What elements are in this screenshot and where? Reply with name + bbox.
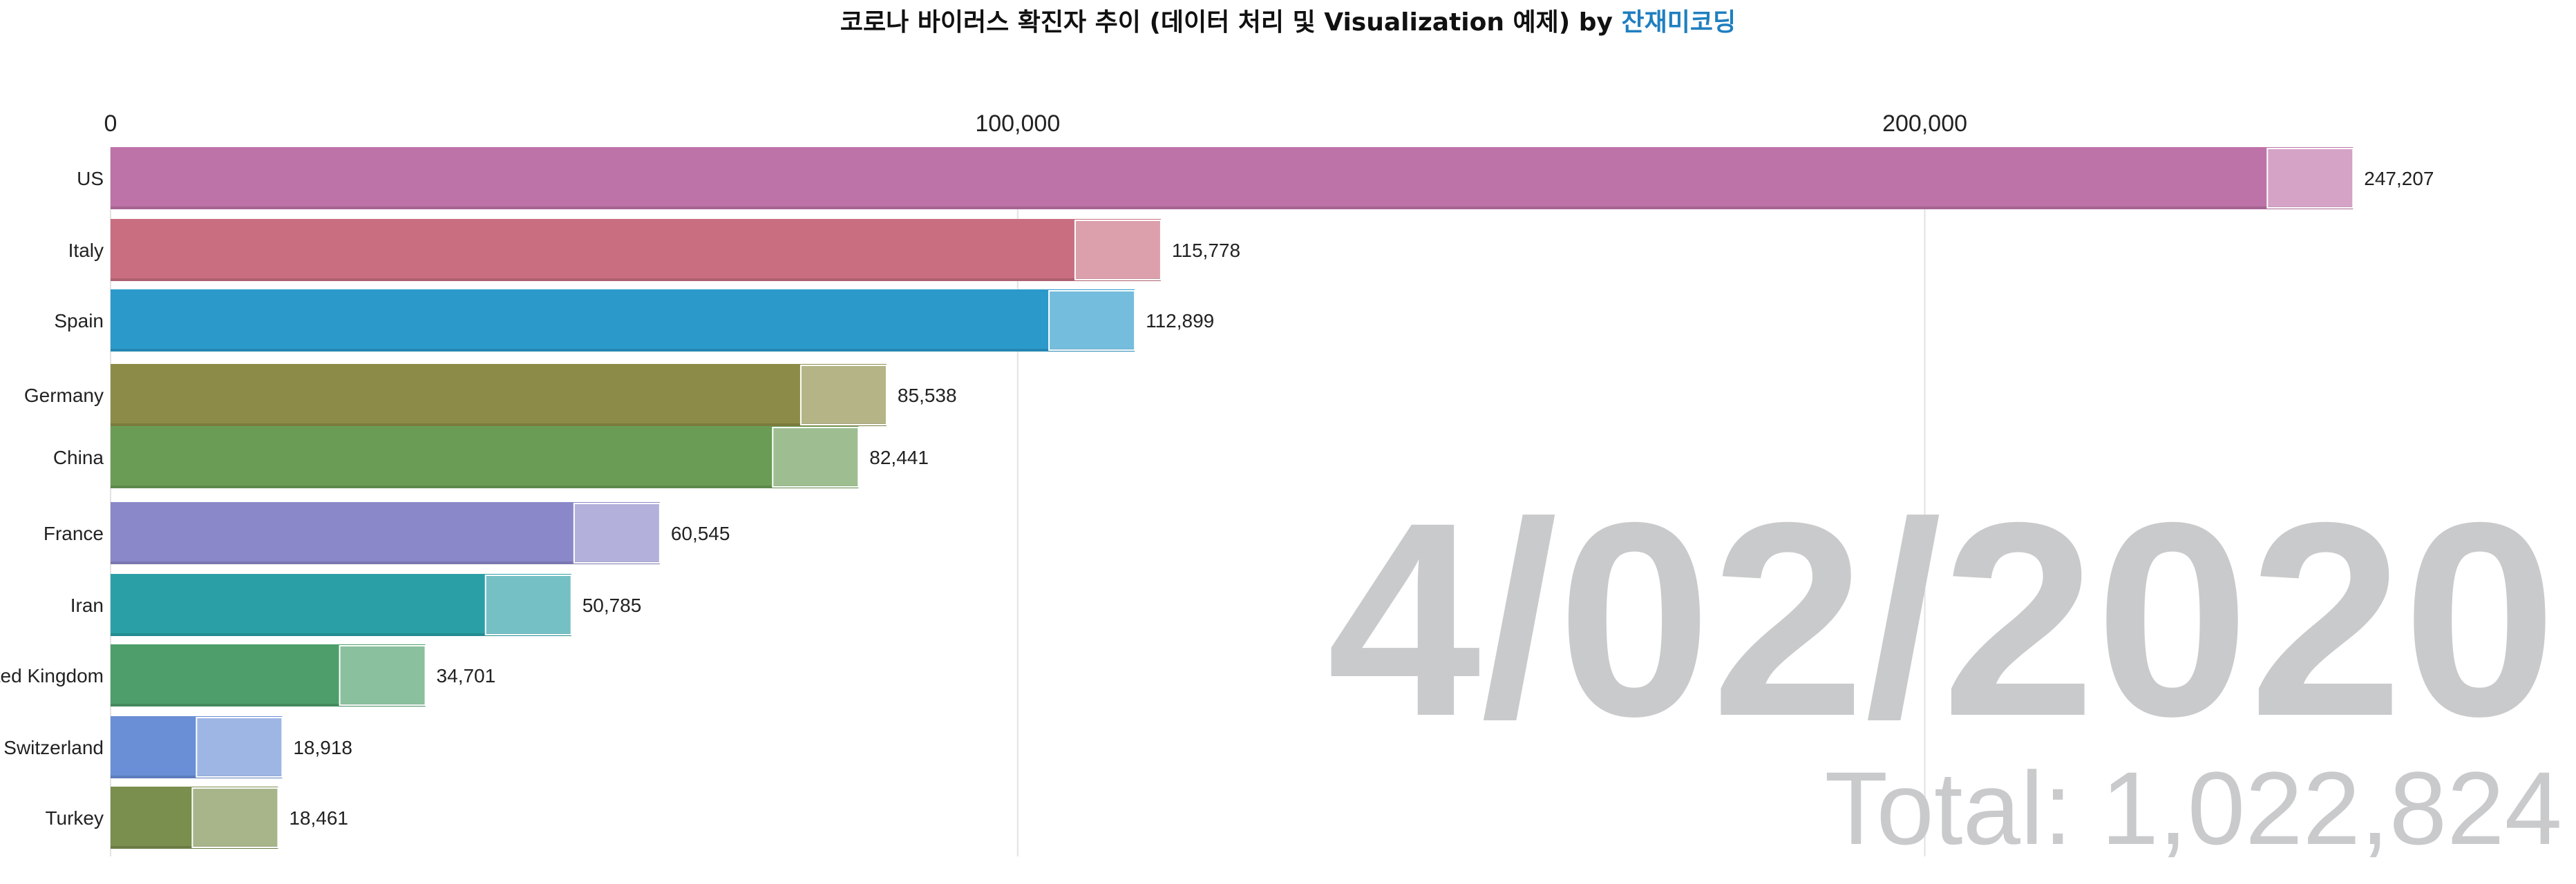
bar-shadow (111, 704, 426, 707)
bars: US 247,207 Italy 115,778 Spain 112,899 Germany… (0, 147, 2434, 849)
bar (111, 787, 278, 849)
bar (111, 219, 1161, 281)
bar-shadow (111, 561, 660, 564)
country-flag-icon (191, 787, 279, 848)
bar (111, 364, 887, 426)
bar (111, 289, 1135, 352)
bar (111, 426, 859, 488)
x-axis-ticks: 0 100,000 200,000 (104, 110, 1967, 137)
x-tick-label: 100,000 (975, 110, 1060, 137)
bar-group: Spain 112,899 (54, 289, 1214, 352)
chart-title-link[interactable]: 잔재미코딩 (1622, 8, 1736, 37)
category-label: US (77, 168, 104, 189)
value-label: 247,207 (2364, 168, 2434, 189)
bar (111, 502, 660, 564)
chart-title-main: 코로나 바이러스 확진자 추이 (데이터 처리 및 Visualization … (840, 8, 1622, 37)
date-label: 4/02/2020 (1327, 465, 2557, 774)
value-label: 82,441 (869, 447, 929, 468)
x-tick-label: 0 (104, 110, 117, 137)
country-flag-icon (2266, 148, 2354, 209)
category-label: Spain (54, 310, 104, 332)
category-label: Germany (24, 385, 104, 406)
x-tick-label: 200,000 (1882, 110, 1967, 137)
category-label: Switzerland (3, 737, 104, 758)
bar-group: Switzerland 18,918 (3, 716, 352, 778)
category-label: United Kingdom (0, 665, 104, 686)
country-flag-icon (484, 575, 572, 635)
bar-shadow (111, 206, 2354, 209)
value-label: 60,545 (671, 523, 730, 544)
country-flag-icon (1048, 290, 1136, 351)
value-label: 85,538 (898, 385, 957, 406)
bar-shadow (111, 349, 1135, 352)
value-label: 18,461 (289, 807, 348, 829)
category-label: Turkey (45, 807, 104, 829)
bar-group: France 60,545 (44, 502, 730, 564)
bar (111, 147, 2354, 209)
category-label: Italy (68, 240, 104, 261)
bar-shadow (111, 423, 887, 426)
value-label: 18,918 (293, 737, 352, 758)
bar-group: United Kingdom 34,701 (0, 644, 495, 707)
category-label: France (44, 523, 104, 544)
bar-group: Turkey 18,461 (45, 787, 348, 849)
bar (111, 644, 426, 707)
bar-group: US 247,207 (77, 147, 2434, 209)
country-flag-icon (1074, 220, 1162, 280)
country-flag-icon (196, 717, 283, 778)
bar (111, 574, 571, 636)
country-flag-icon (772, 427, 860, 488)
bar-group: Iran 50,785 (70, 574, 642, 636)
chart-title: 코로나 바이러스 확진자 추이 (데이터 처리 및 Visualization … (840, 8, 1736, 37)
bar-shadow (111, 633, 571, 636)
country-flag-icon (573, 503, 661, 564)
bar-shadow (111, 278, 1161, 281)
value-label: 115,778 (1172, 240, 1240, 261)
bar-group: Italy 115,778 (68, 219, 1240, 281)
category-label: China (53, 447, 104, 468)
category-label: Iran (70, 595, 104, 616)
value-label: 112,899 (1146, 310, 1214, 332)
country-flag-icon (339, 645, 426, 706)
value-label: 34,701 (437, 665, 496, 686)
bar-group: Germany 85,538 (24, 364, 957, 426)
value-label: 50,785 (583, 595, 642, 616)
bar-shadow (111, 486, 859, 488)
total-label: Total: 1,022,824 (1824, 750, 2562, 866)
bar-group: China 82,441 (53, 426, 929, 488)
country-flag-icon (799, 365, 887, 425)
